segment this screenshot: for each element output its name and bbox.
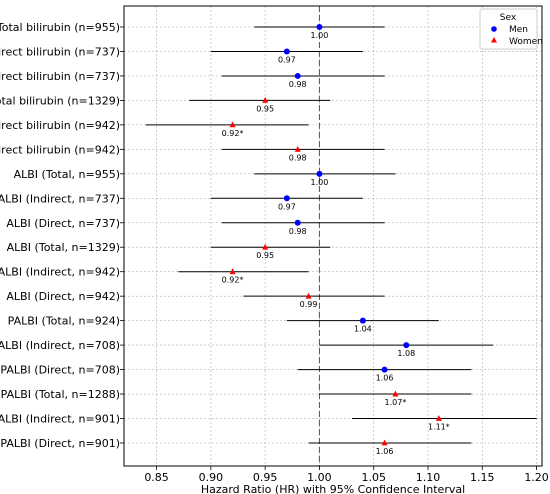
hr-point-men xyxy=(294,219,301,226)
grid-layer xyxy=(124,6,542,466)
hr-point-men xyxy=(283,48,290,55)
legend-title: Sex xyxy=(500,13,517,23)
y-category-label: PALBI (Direct, n=708) xyxy=(0,364,120,377)
hr-annotation: 0.95 xyxy=(256,251,274,260)
hr-annotation: 1.04 xyxy=(354,325,372,334)
hr-annotation: 0.97 xyxy=(278,55,296,64)
hr-annotation: 1.00 xyxy=(311,31,329,40)
y-category-label: Indirect bilirubin (n=737) xyxy=(0,45,120,58)
y-category-label: ALBI (Direct, n=942) xyxy=(6,290,120,303)
legend-women-marker xyxy=(491,37,497,43)
y-category-label: PALBI (Total, n=924) xyxy=(8,315,120,328)
hr-point-women xyxy=(229,268,236,275)
hr-point-men xyxy=(316,170,323,177)
y-category-label: PALBI (Indirect, n=708) xyxy=(0,339,120,352)
hr-annotation: 0.92* xyxy=(222,129,244,138)
y-category-label: ALBI (Total, n=1329) xyxy=(7,241,120,254)
legend: Sex Men Women xyxy=(479,8,543,50)
hr-annotation: 1.00 xyxy=(311,178,329,187)
hr-point-men xyxy=(316,24,323,30)
hr-point-women xyxy=(294,145,301,152)
hr-annotation: 0.98 xyxy=(289,153,307,162)
hr-annotation: 0.97 xyxy=(278,202,296,211)
x-tick-label: 1.15 xyxy=(470,471,495,484)
hr-annotation: 1.07* xyxy=(385,398,407,407)
marks-layer: 1.00 0.97 0.98 0.95 0.92* 0.98 1.00 0.97 0.98 0.9… xyxy=(145,24,537,456)
legend-men-label: Men xyxy=(509,25,528,35)
x-tick-label: 0.90 xyxy=(199,471,224,484)
plot-frame xyxy=(123,5,543,467)
hr-point-men xyxy=(283,195,290,202)
hr-annotation: 0.98 xyxy=(289,227,307,236)
x-tick-label: 1.00 xyxy=(307,471,332,484)
legend-men-marker xyxy=(491,26,497,32)
y-category-label: ALBI (Indirect, n=942) xyxy=(0,266,120,279)
hr-point-women xyxy=(262,243,269,250)
hr-annotation: 0.98 xyxy=(289,80,307,89)
hr-annotation: 0.99 xyxy=(300,300,318,309)
hr-point-women xyxy=(262,97,269,103)
y-category-label: ALBI (Indirect, n=737) xyxy=(0,192,120,205)
x-tick-label: 1.05 xyxy=(361,471,386,484)
hr-annotation: 1.06 xyxy=(376,374,394,383)
axis-layer: 0.85 0.90 0.95 1.00 1.05 1.10 1.15 1.20 Total bi… xyxy=(0,21,549,484)
x-tick-label: 0.95 xyxy=(253,471,278,484)
hr-annotation: 0.95 xyxy=(256,104,274,113)
hr-point-women xyxy=(381,439,388,446)
y-category-label: PALBI (Total, n=1288) xyxy=(1,388,120,401)
x-tick-label: 0.85 xyxy=(144,471,169,484)
hr-point-women xyxy=(229,121,236,128)
hr-annotation: 0.92* xyxy=(222,276,244,285)
hr-point-women xyxy=(392,390,399,397)
x-tick-label: 1.10 xyxy=(416,471,441,484)
legend-women-label: Women xyxy=(509,37,543,47)
hr-annotation: 1.08 xyxy=(397,349,415,358)
x-axis-title: Hazard Ratio (HR) with 95% Confidence In… xyxy=(201,483,465,494)
x-tick-label: 1.20 xyxy=(524,471,549,484)
hr-point-women xyxy=(305,292,312,299)
y-category-label: Total bilirubin (n=955) xyxy=(0,21,120,34)
hr-point-men xyxy=(294,72,301,79)
hr-point-men xyxy=(403,342,410,349)
y-category-label: ALBI (Direct, n=737) xyxy=(6,217,120,230)
hr-annotation: 1.11* xyxy=(428,423,450,432)
y-category-label: ALBI (Total, n=955) xyxy=(14,168,120,181)
hr-point-men xyxy=(359,317,366,324)
y-category-label: Direct bilirubin (n=942) xyxy=(0,143,120,156)
y-category-label: Total bilirubin (n=1329) xyxy=(0,94,120,107)
hr-point-women xyxy=(435,415,442,421)
y-category-label: PALBI (Indirect, n=901) xyxy=(0,413,120,426)
y-category-label: Direct bilirubin (n=737) xyxy=(0,70,120,83)
hr-annotation: 1.06 xyxy=(376,447,394,456)
y-category-label: Indirect bilirubin (n=942) xyxy=(0,119,120,132)
y-category-label: PALBI (Direct, n=901) xyxy=(0,437,120,450)
hr-point-men xyxy=(381,366,388,373)
